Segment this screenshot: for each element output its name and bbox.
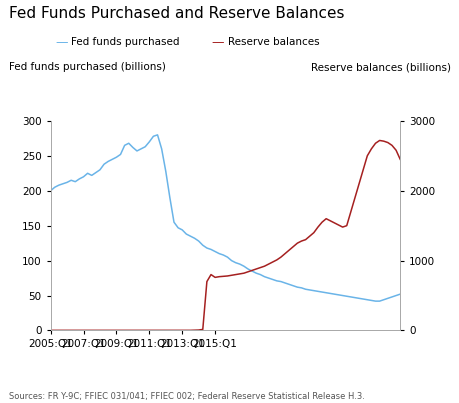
Fed funds purchased — [154, 133, 160, 137]
Reserve balances — [84, 328, 90, 333]
Reserve balances — [216, 274, 222, 279]
Fed funds purchased — [319, 290, 324, 295]
Text: Fed funds purchased: Fed funds purchased — [71, 37, 179, 47]
Line: Reserve balances: Reserve balances — [50, 141, 399, 330]
Reserve balances — [376, 138, 381, 143]
Reserve balances — [397, 157, 402, 162]
Fed funds purchased — [84, 171, 90, 176]
Text: Fed funds purchased (billions): Fed funds purchased (billions) — [9, 62, 166, 73]
Fed funds purchased — [220, 253, 226, 258]
Text: Sources: FR Y-9C; FFIEC 031/041; FFIEC 002; Federal Reserve Statistical Release : Sources: FR Y-9C; FFIEC 031/041; FFIEC 0… — [9, 392, 364, 401]
Fed funds purchased — [397, 292, 402, 297]
Text: Reserve balances: Reserve balances — [227, 37, 319, 47]
Fed funds purchased — [64, 180, 70, 185]
Fed funds purchased — [56, 183, 62, 187]
Text: —: — — [211, 36, 224, 49]
Reserve balances — [64, 328, 70, 333]
Text: —: — — [55, 36, 67, 49]
Reserve balances — [343, 223, 349, 228]
Line: Fed funds purchased: Fed funds purchased — [50, 135, 399, 301]
Reserve balances — [56, 328, 62, 333]
Text: Fed Funds Purchased and Reserve Balances: Fed Funds Purchased and Reserve Balances — [9, 6, 344, 21]
Fed funds purchased — [347, 295, 353, 299]
Fed funds purchased — [48, 188, 53, 193]
Reserve balances — [314, 224, 320, 229]
Reserve balances — [48, 328, 53, 333]
Fed funds purchased — [372, 299, 377, 303]
Text: Reserve balances (billions): Reserve balances (billions) — [310, 62, 450, 73]
